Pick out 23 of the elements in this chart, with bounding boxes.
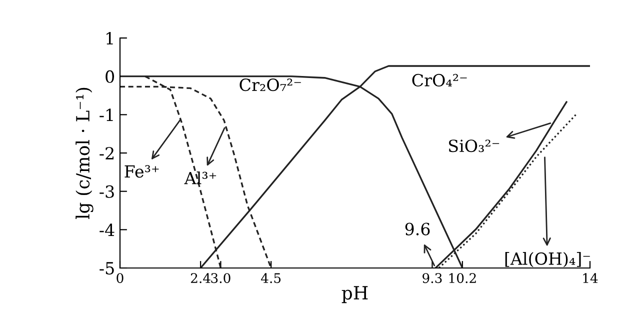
x-tick-label: 9.3: [422, 273, 442, 284]
y-tick-label: -1: [100, 108, 113, 121]
x-tick-label: 10.2: [449, 273, 476, 284]
x-axis-title: pH: [342, 286, 368, 304]
x-tick-label: 2.4: [190, 273, 210, 284]
x-tick-label: 14: [583, 273, 598, 283]
annotation: CrO₄²⁻: [412, 74, 467, 87]
x-tick-label: 0: [116, 273, 124, 284]
annotation: Cr₂O₇²⁻: [240, 78, 301, 92]
x-tick-label: 3.0: [211, 273, 230, 284]
y-tick-label: 0: [106, 70, 114, 83]
y-tick-label: 1: [106, 32, 113, 44]
y-axis-title: lg (c/mol · L⁻¹): [76, 88, 94, 220]
y-tick-label: -3: [100, 185, 114, 198]
annotation: 9.6: [405, 222, 430, 236]
y-tick-label: -2: [100, 146, 114, 160]
annotation: SiO₃²⁻: [449, 140, 500, 152]
annotation: [Al(OH)₄]⁻: [505, 252, 590, 268]
x-tick-label: 4.5: [260, 273, 281, 284]
annotation: Fe³⁺: [124, 165, 159, 178]
y-tick-label: -5: [100, 262, 114, 275]
y-tick-label: -4: [100, 224, 114, 236]
annotation: Al³⁺: [184, 172, 216, 184]
